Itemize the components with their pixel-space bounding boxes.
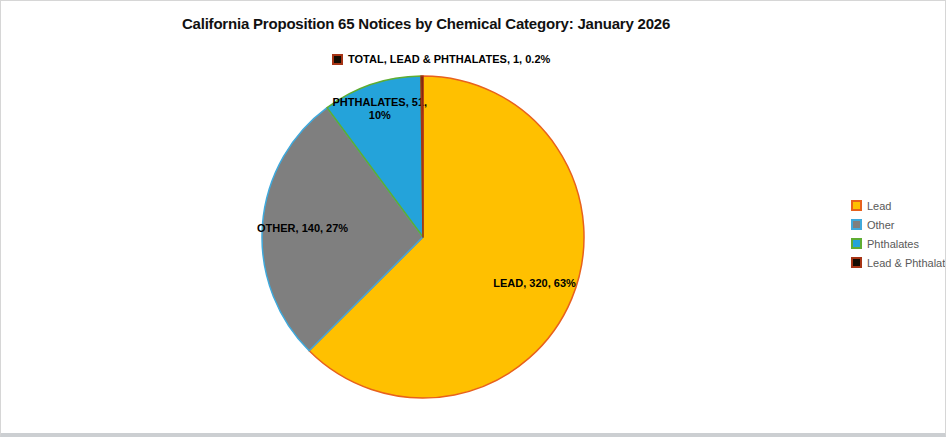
legend-marker-icon	[851, 257, 862, 268]
legend-marker-icon	[851, 219, 862, 230]
legend-marker-icon	[851, 238, 862, 249]
outside-data-label-lead-phthalates: TOTAL, LEAD & PHTHALATES, 1, 0.2%	[332, 53, 550, 65]
legend-marker-icon	[851, 200, 862, 211]
outside-data-label-text: TOTAL, LEAD & PHTHALATES, 1, 0.2%	[348, 53, 550, 65]
legend: Lead Other Phthalates Lead & Phthalates	[851, 196, 946, 272]
legend-label: Lead	[867, 200, 891, 212]
legend-item-phthalates: Phthalates	[851, 234, 946, 253]
legend-item-other: Other	[851, 215, 946, 234]
lead-phthalates-label-key-icon	[332, 54, 343, 65]
legend-label: Other	[867, 219, 895, 231]
slice-label-other: OTHER, 140, 27%	[257, 222, 348, 234]
legend-label: Phthalates	[867, 238, 919, 250]
legend-item-lead: Lead	[851, 196, 946, 215]
chart-area: California Proposition 65 Notices by Che…	[0, 0, 946, 437]
pie-chart: LEAD, 320, 63%OTHER, 140, 27%PHTHALATES,…	[1, 1, 945, 433]
slice-label-lead: LEAD, 320, 63%	[493, 277, 576, 289]
legend-label: Lead & Phthalates	[867, 257, 946, 269]
legend-item-lead-phthalates: Lead & Phthalates	[851, 253, 946, 272]
